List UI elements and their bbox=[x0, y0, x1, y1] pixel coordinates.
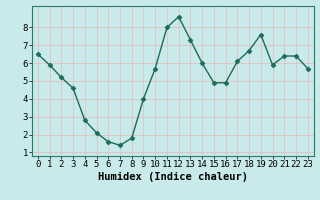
X-axis label: Humidex (Indice chaleur): Humidex (Indice chaleur) bbox=[98, 172, 248, 182]
